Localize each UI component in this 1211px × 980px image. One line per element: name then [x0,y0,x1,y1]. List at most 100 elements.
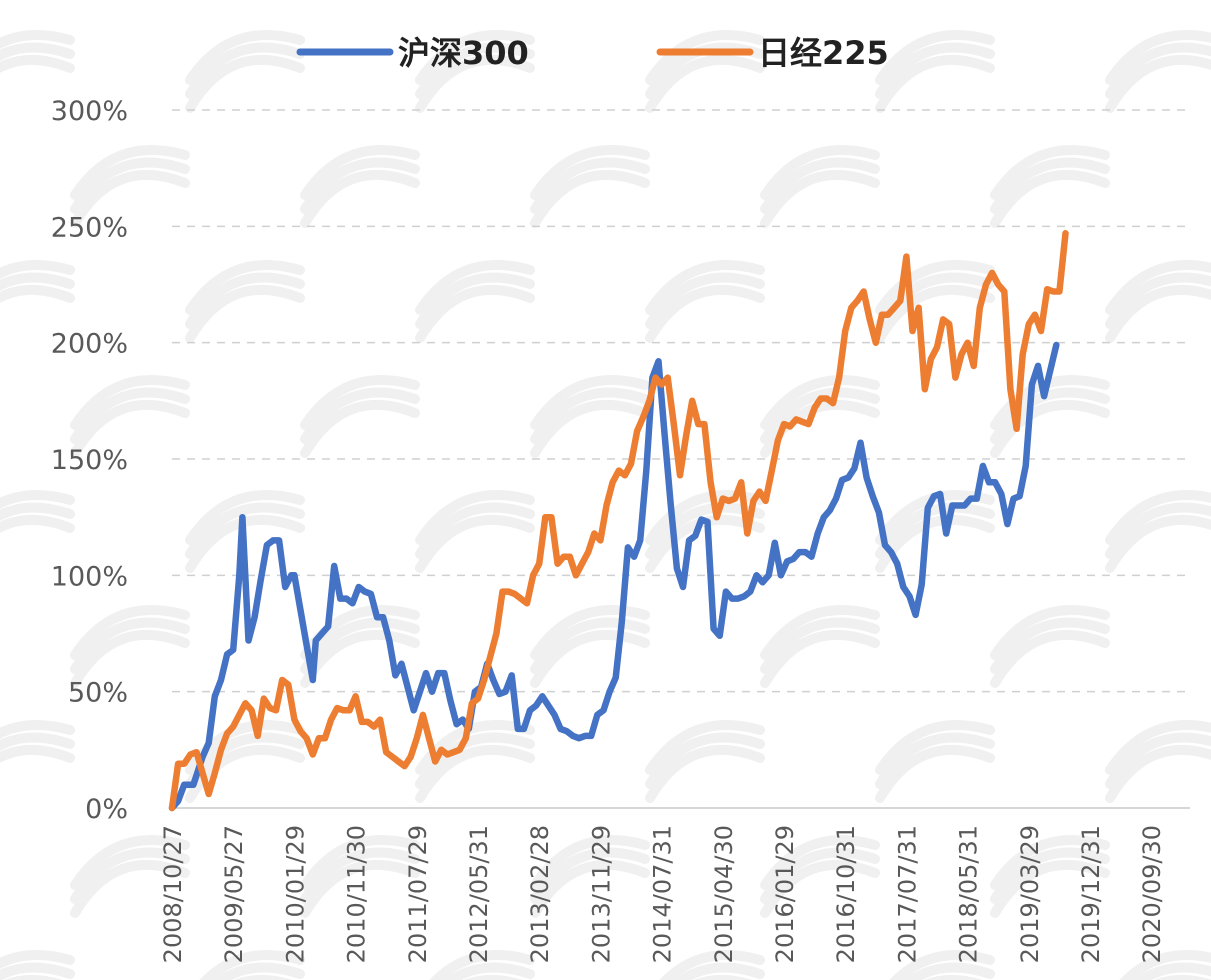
x-tick-label: 2008/10/27 [159,825,187,963]
watermark-swoosh [185,260,305,315]
watermark-swoosh [1105,515,1211,573]
x-tick-label: 2018/05/31 [955,825,983,963]
watermark-swoosh [530,617,650,674]
watermark-swoosh [0,950,75,969]
watermark-swoosh [185,745,305,803]
x-tick-label: 2019/03/29 [1016,825,1044,963]
watermark-swoosh [0,720,75,739]
watermark-swoosh [0,502,75,521]
watermark-swoosh [1105,30,1211,85]
watermark-swoosh [1105,260,1211,315]
watermark-swoosh [990,847,1110,904]
watermark-swoosh [760,617,880,674]
y-tick-label: 150% [51,445,128,476]
watermark-swoosh [760,375,880,430]
y-tick-label: 0% [85,794,128,825]
watermark-swoosh [1105,745,1211,803]
x-tick-label: 2014/07/31 [649,825,677,963]
watermark-swoosh [300,400,420,458]
watermark-swoosh [0,42,75,61]
legend-label: 日经225 [758,34,889,72]
watermark-swoosh [990,605,1110,660]
watermark-swoosh [1133,962,1211,980]
watermark-swoosh [875,745,995,803]
series-line-nikkei225 [168,230,1069,812]
watermark-swoosh [990,859,1110,918]
watermark-swoosh [990,400,1110,458]
watermark-swoosh [760,859,880,918]
watermark-swoosh [185,490,305,545]
watermark-swoosh [300,145,420,200]
watermark-swoosh [185,502,305,559]
y-tick-label: 100% [51,561,128,592]
watermark-swoosh [760,145,880,200]
watermark-swoosh [645,260,765,315]
watermark-swoosh [185,42,305,99]
watermark-swoosh [0,515,75,533]
watermark-swoosh [990,157,1110,214]
watermark-swoosh [875,30,995,85]
watermark-swoosh [70,157,190,214]
watermark-swoosh [0,260,75,279]
watermark-swoosh [760,157,880,214]
x-tick-label: 2019/12/31 [1077,825,1105,963]
x-tick-label: 2015/04/30 [710,825,738,963]
watermark-swoosh [0,272,75,291]
watermark-swoosh [645,55,765,113]
watermark-swoosh [645,720,765,775]
x-tick-label: 2017/07/31 [893,825,921,963]
watermark-swoosh [875,55,995,113]
watermark-swoosh [530,145,650,200]
watermark-swoosh [213,962,305,980]
watermark-swoosh [70,835,190,890]
watermark-swoosh [1105,272,1211,329]
watermark-swoosh [1105,55,1211,113]
x-axis-ticks: 2008/10/27 2009/05/27 2010/01/29 2010/11/30… [159,825,1166,963]
watermark-swoosh [0,55,75,73]
watermark-swoosh [70,605,190,660]
watermark-swoosh [530,605,650,660]
watermark-swoosh [443,962,535,980]
watermark-swoosh [70,400,190,458]
watermark-swoosh [760,387,880,444]
watermark-swoosh [875,732,995,789]
x-tick-label: 2010/01/29 [281,825,309,963]
legend-label: 沪深300 [398,34,529,72]
watermark-swoosh [300,847,420,904]
watermark-swoosh [990,835,1110,890]
x-tick-label: 2016/10/31 [832,825,860,963]
watermark-swoosh [70,847,190,904]
legend: 沪深300 日经225 [296,34,889,72]
watermark-swoosh [645,272,765,329]
watermark-swoosh [300,375,420,430]
x-tick-label: 2013/11/29 [587,825,615,963]
watermark-swoosh [70,630,190,688]
watermark-swoosh [875,42,995,99]
watermark-swoosh [300,157,420,214]
watermark-swoosh [1105,490,1211,545]
watermark-swoosh [530,170,650,228]
watermark-swoosh [415,260,535,315]
watermark-swoosh [760,630,880,688]
watermark-swoosh [70,170,190,228]
watermark-swoosh [903,962,995,980]
watermark-swoosh [415,732,535,789]
x-tick-label: 2013/02/28 [526,825,554,963]
watermark-swoosh [199,950,305,980]
watermark-swoosh [760,847,880,904]
series-lines [168,230,1069,812]
watermark-swoosh [185,272,305,329]
x-tick-label: 2012/05/31 [465,825,493,963]
watermark-swoosh [0,490,75,509]
watermark-swoosh [645,285,765,343]
watermark-swoosh [1119,950,1211,980]
watermark-swoosh [530,847,650,904]
watermark-swoosh [1105,502,1211,559]
watermark-swoosh [0,285,75,303]
watermark-swoosh [70,387,190,444]
watermark-swoosh [990,617,1110,674]
watermark-swoosh [70,617,190,674]
watermark-swoosh [875,285,995,343]
x-tick-label: 2020/09/30 [1138,825,1166,963]
